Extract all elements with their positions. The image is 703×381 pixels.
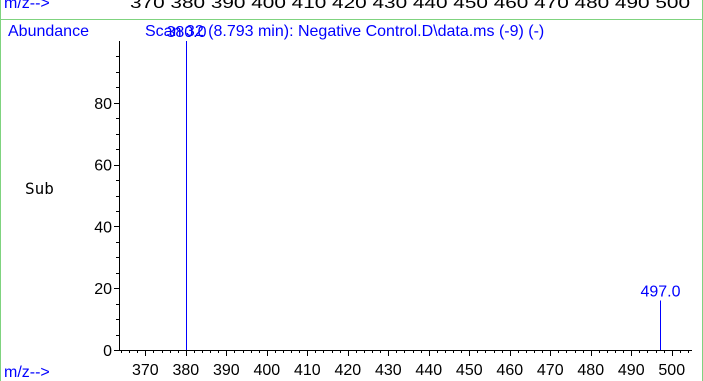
x-tick-label: 400: [253, 362, 280, 379]
y-tick-label: 20: [94, 281, 112, 298]
chart-title: Scan 32 (8.793 min): Negative Control.D\…: [145, 23, 544, 40]
y-tick-label: 60: [94, 158, 112, 175]
y-tick-label: 40: [94, 219, 112, 236]
x-tick-label: 460: [496, 362, 523, 379]
axes: [119, 41, 692, 351]
peaks: 380.0 497.0: [166, 24, 681, 350]
axis-ticks: 0 20 40 60 80 370 380 390 400 410 420 430 440 450 460 4…: [94, 56, 689, 379]
peak-label: 380.0: [166, 24, 206, 41]
x-tick-label: 480: [577, 362, 604, 379]
peak-label: 497.0: [640, 284, 680, 301]
y-axis-title: Abundance: [8, 23, 89, 40]
x-tick-label: 380: [172, 362, 199, 379]
prev-panel-axis-label: m/z-->: [4, 0, 50, 12]
x-tick-label: 430: [375, 362, 402, 379]
x-tick-label: 500: [658, 362, 685, 379]
prev-panel-tick-labels: 370 380 390 400 410 420 430 440 450 460 …: [130, 0, 690, 12]
x-tick-label: 470: [537, 362, 564, 379]
y-tick-label: 80: [94, 96, 112, 113]
side-label: Sub: [25, 179, 54, 198]
x-tick-label: 410: [294, 362, 321, 379]
x-tick-label: 420: [334, 362, 361, 379]
x-axis-title: m/z-->: [4, 364, 50, 381]
x-tick-label: 490: [618, 362, 645, 379]
x-tick-label: 440: [415, 362, 442, 379]
x-tick-label: 450: [456, 362, 483, 379]
x-tick-label: 370: [132, 362, 159, 379]
x-tick-label: 390: [213, 362, 240, 379]
y-tick-label: 0: [103, 343, 112, 360]
